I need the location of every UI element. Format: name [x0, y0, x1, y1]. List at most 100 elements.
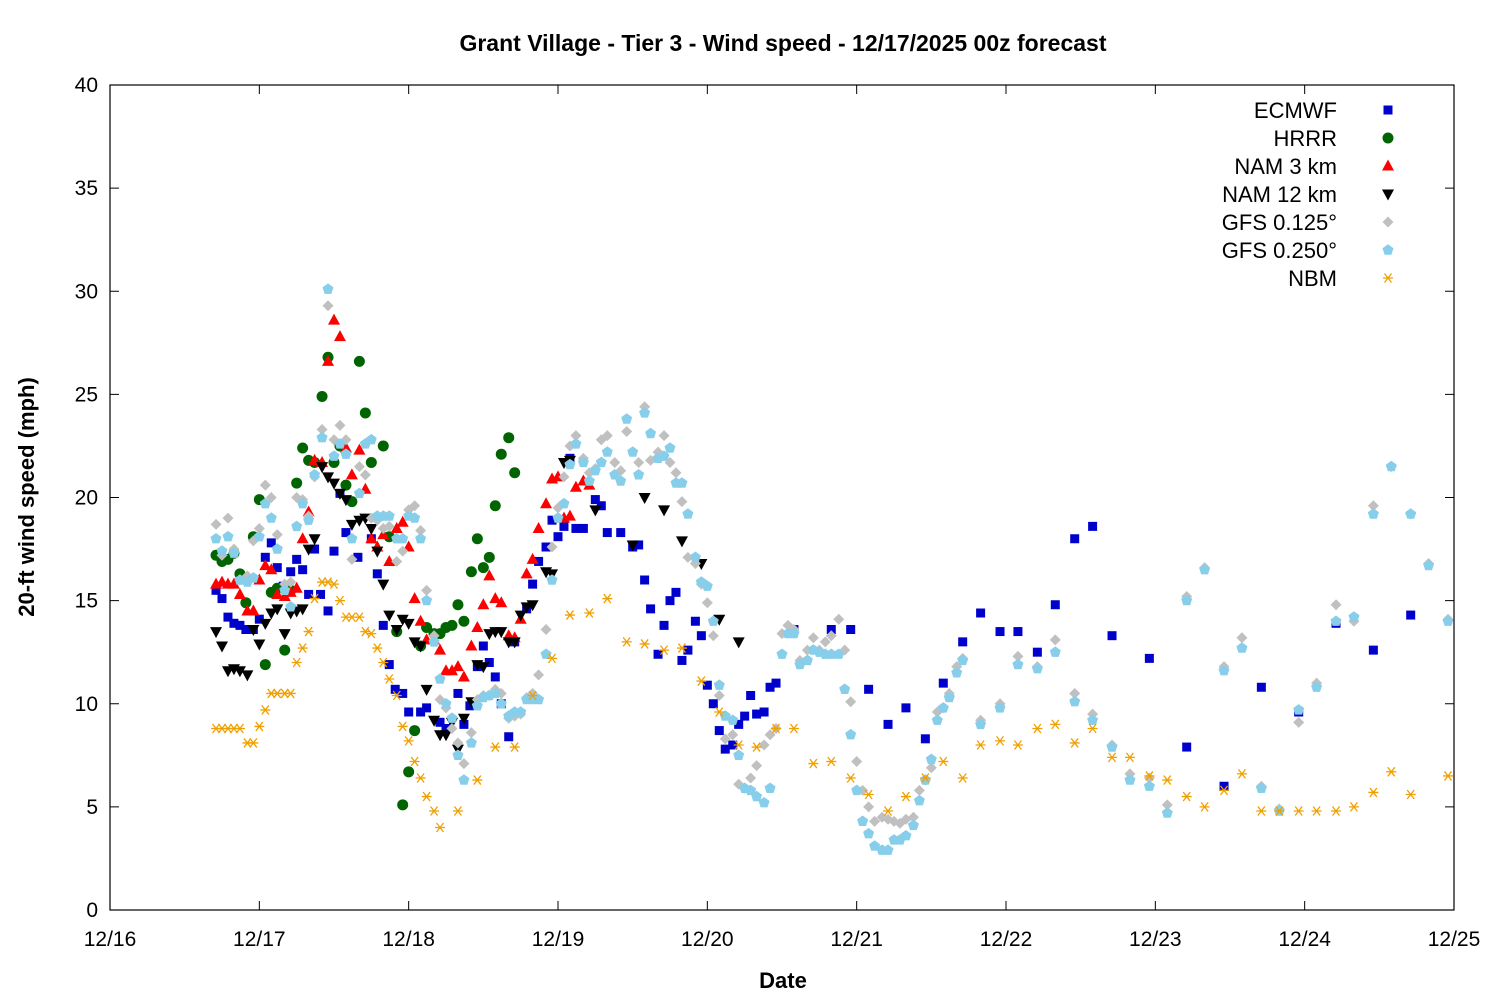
data-point	[292, 554, 302, 564]
plot-frame	[109, 84, 1455, 911]
data-point	[578, 523, 588, 533]
data-point	[211, 585, 221, 595]
data-point	[728, 740, 738, 750]
data-point	[396, 515, 409, 527]
data-point	[272, 563, 282, 573]
data-point	[883, 806, 894, 816]
series-gfs-0-125	[210, 300, 1454, 829]
data-point	[621, 426, 633, 437]
x-tick-label: 12/23	[1129, 928, 1182, 951]
data-point	[1311, 806, 1322, 816]
data-point	[483, 569, 496, 581]
data-point	[484, 658, 494, 667]
data-point	[1087, 714, 1099, 725]
data-point	[451, 660, 464, 672]
data-point	[428, 715, 441, 727]
data-point	[259, 559, 272, 571]
legend-label: HRRR	[1273, 126, 1337, 151]
data-point	[833, 613, 845, 625]
data-point	[383, 554, 396, 566]
data-point	[465, 701, 475, 711]
data-point	[458, 774, 470, 785]
data-point	[1124, 752, 1135, 763]
data-point	[390, 684, 400, 694]
data-point	[569, 480, 582, 492]
data-point	[345, 468, 358, 480]
data-point	[489, 687, 501, 699]
data-point	[759, 707, 769, 717]
data-point	[653, 649, 663, 659]
data-point	[329, 546, 339, 556]
data-point	[222, 512, 234, 524]
data-point	[452, 737, 464, 749]
data-point	[638, 493, 651, 504]
data-point	[920, 773, 931, 783]
data-point	[601, 430, 613, 442]
data-point	[259, 497, 271, 509]
data-point	[1236, 642, 1248, 653]
data-point	[658, 505, 671, 517]
data-point	[602, 528, 612, 538]
data-point	[1330, 615, 1342, 626]
data-point	[702, 680, 712, 690]
legend-marker	[1382, 132, 1394, 144]
data-point	[1219, 781, 1229, 791]
data-point	[540, 497, 553, 509]
y-tick-label: 10	[75, 693, 98, 716]
data-point	[495, 698, 507, 709]
data-point	[658, 450, 670, 461]
data-point	[801, 654, 813, 666]
data-point	[316, 589, 326, 599]
data-point	[248, 738, 259, 748]
data-point	[863, 789, 874, 800]
data-point	[229, 618, 239, 628]
data-point	[254, 614, 264, 624]
data-point	[639, 639, 650, 649]
data-point	[951, 667, 963, 678]
data-point	[1406, 610, 1416, 620]
data-point	[553, 532, 563, 542]
data-point	[346, 553, 358, 565]
data-point	[465, 737, 477, 748]
data-point	[975, 718, 987, 730]
data-point	[708, 699, 718, 709]
data-point	[308, 534, 321, 546]
data-point	[495, 448, 507, 460]
x-tick-label: 12/21	[830, 928, 883, 951]
data-point	[621, 413, 633, 424]
data-point	[323, 577, 334, 587]
data-point	[1069, 687, 1081, 699]
data-point	[714, 726, 724, 736]
data-point	[1181, 791, 1192, 802]
data-point	[627, 446, 639, 457]
data-point	[235, 620, 245, 630]
data-point	[546, 541, 558, 553]
data-point	[825, 648, 837, 659]
data-point	[302, 544, 315, 556]
data-point	[359, 469, 371, 481]
data-point	[409, 725, 421, 737]
data-point	[397, 545, 409, 557]
data-point	[310, 544, 320, 554]
series-nam-3-km	[210, 313, 596, 682]
data-point	[440, 698, 452, 709]
legend-label: GFS 0.125°	[1222, 210, 1337, 235]
data-point	[259, 659, 271, 671]
data-point	[1088, 521, 1098, 531]
data-point	[1311, 681, 1323, 692]
data-point	[690, 616, 700, 626]
data-point	[609, 456, 621, 468]
data-point	[285, 688, 296, 699]
data-point	[626, 540, 639, 552]
data-point	[733, 749, 745, 760]
data-point	[372, 569, 382, 579]
data-point	[1087, 723, 1098, 734]
legend-marker	[1383, 105, 1393, 115]
data-point	[1032, 647, 1042, 657]
data-point	[682, 508, 694, 519]
data-point	[222, 530, 234, 542]
data-point	[957, 654, 969, 666]
data-point	[333, 330, 346, 342]
data-point	[253, 639, 266, 651]
data-point	[316, 390, 328, 402]
